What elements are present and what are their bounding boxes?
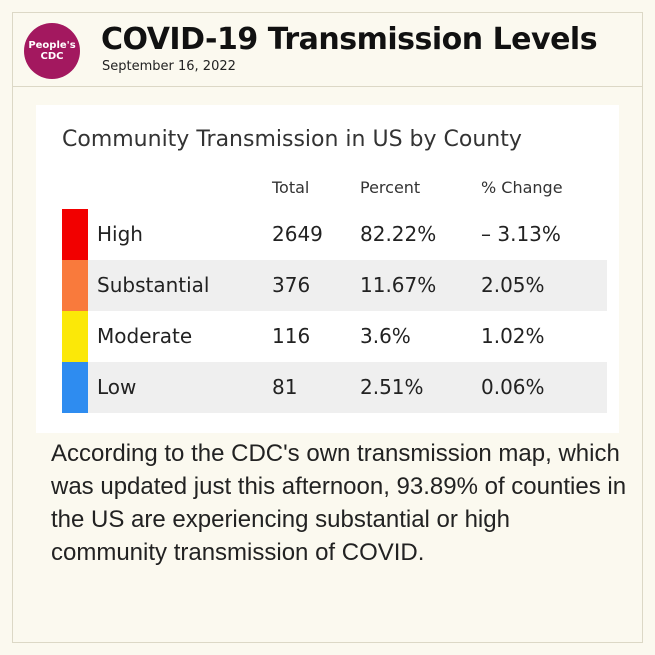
header: People's CDC COVID-19 Transmission Level… — [13, 13, 642, 87]
level-label: High — [97, 222, 143, 246]
summary-paragraph: According to the CDC's own transmission … — [51, 440, 627, 566]
level-label: Low — [97, 375, 137, 399]
table-row-high: High 2649 82.22% – 3.13% — [62, 209, 607, 260]
table-row-moderate: Moderate 116 3.6% 1.02% — [62, 311, 607, 362]
level-color-swatch — [62, 260, 88, 311]
level-color-swatch — [62, 362, 88, 413]
logo-line-2: CDC — [40, 51, 64, 62]
change-value: 1.02% — [481, 324, 545, 348]
change-value: 2.05% — [481, 273, 545, 297]
transmission-table-panel: Community Transmission in US by County T… — [36, 105, 619, 433]
date-label: September 16, 2022 — [102, 59, 236, 74]
total-value: 376 — [272, 273, 311, 297]
change-value: – 3.13% — [481, 222, 561, 246]
percent-value: 3.6% — [360, 324, 411, 348]
percent-value: 2.51% — [360, 375, 424, 399]
column-header-change: % Change — [481, 178, 563, 197]
post-card: People's CDC COVID-19 Transmission Level… — [12, 12, 643, 643]
column-header-total: Total — [272, 178, 310, 197]
table-row-substantial: Substantial 376 11.67% 2.05% — [62, 260, 607, 311]
page-title: COVID-19 Transmission Levels — [101, 22, 598, 57]
column-header-percent: Percent — [360, 178, 421, 197]
level-color-swatch — [62, 209, 88, 260]
change-value: 0.06% — [481, 375, 545, 399]
level-color-swatch — [62, 311, 88, 362]
total-value: 81 — [272, 375, 298, 399]
total-value: 116 — [272, 324, 311, 348]
percent-value: 11.67% — [360, 273, 437, 297]
table-title: Community Transmission in US by County — [62, 127, 522, 152]
table-row-low: Low 81 2.51% 0.06% — [62, 362, 607, 413]
level-label: Moderate — [97, 324, 193, 348]
peoples-cdc-logo: People's CDC — [24, 23, 80, 79]
logo-line-1: People's — [28, 40, 76, 51]
level-label: Substantial — [97, 273, 210, 297]
total-value: 2649 — [272, 222, 323, 246]
percent-value: 82.22% — [360, 222, 437, 246]
